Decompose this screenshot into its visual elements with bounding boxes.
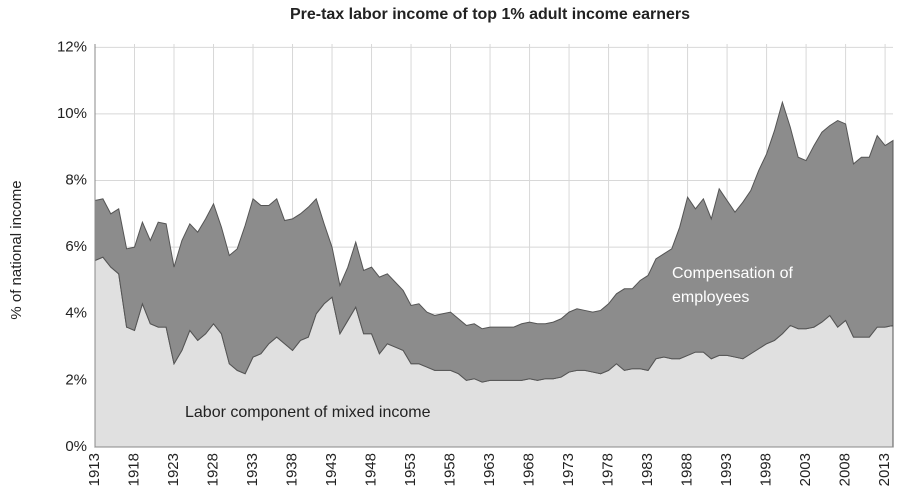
x-tick-label: 1938 <box>283 453 300 486</box>
annotation: employees <box>672 289 749 306</box>
x-tick-label: 1923 <box>165 453 182 486</box>
x-tick-label: 1913 <box>86 453 103 486</box>
x-tick-label: 1933 <box>244 453 261 486</box>
y-tick-label: 8% <box>65 172 87 189</box>
chart-title: Pre-tax labor income of top 1% adult inc… <box>290 6 690 23</box>
annotation: Compensation of <box>672 265 794 282</box>
y-tick-label: 2% <box>65 371 87 388</box>
x-tick-label: 1948 <box>363 453 380 486</box>
x-tick-label: 1968 <box>521 453 538 486</box>
x-tick-label: 2003 <box>797 453 814 486</box>
y-tick-label: 12% <box>57 38 87 55</box>
area <box>94 100 894 383</box>
annotation: Labor component of mixed income <box>185 404 431 421</box>
y-tick-label: 10% <box>57 105 87 122</box>
x-tick-label: 1928 <box>204 453 221 486</box>
x-tick-label: 1918 <box>125 453 142 486</box>
x-tick-label: 1983 <box>639 453 656 486</box>
x-tick-label: 1963 <box>481 453 498 486</box>
x-tick-label: 1943 <box>323 453 340 486</box>
x-tick-label: 2008 <box>837 453 854 486</box>
y-tick-label: 4% <box>65 305 87 322</box>
y-axis-label: % of national income <box>8 180 25 319</box>
x-tick-label: 1973 <box>560 453 577 486</box>
x-tick-label: 1958 <box>442 453 459 486</box>
y-tick-label: 6% <box>65 238 87 255</box>
y-tick-label: 0% <box>65 438 87 455</box>
x-tick-label: 1978 <box>600 453 617 486</box>
x-tick-label: 1993 <box>718 453 735 486</box>
x-tick-label: 2013 <box>876 453 893 486</box>
labels: 0% 2% 4% 6% 8% 10% 12% 1913 1918 1923 1928 1933 1938… <box>57 38 893 486</box>
x-tick-label: 1988 <box>679 453 696 486</box>
x-tick-label: 1953 <box>402 453 419 486</box>
x-tick-label: 1998 <box>758 453 775 486</box>
